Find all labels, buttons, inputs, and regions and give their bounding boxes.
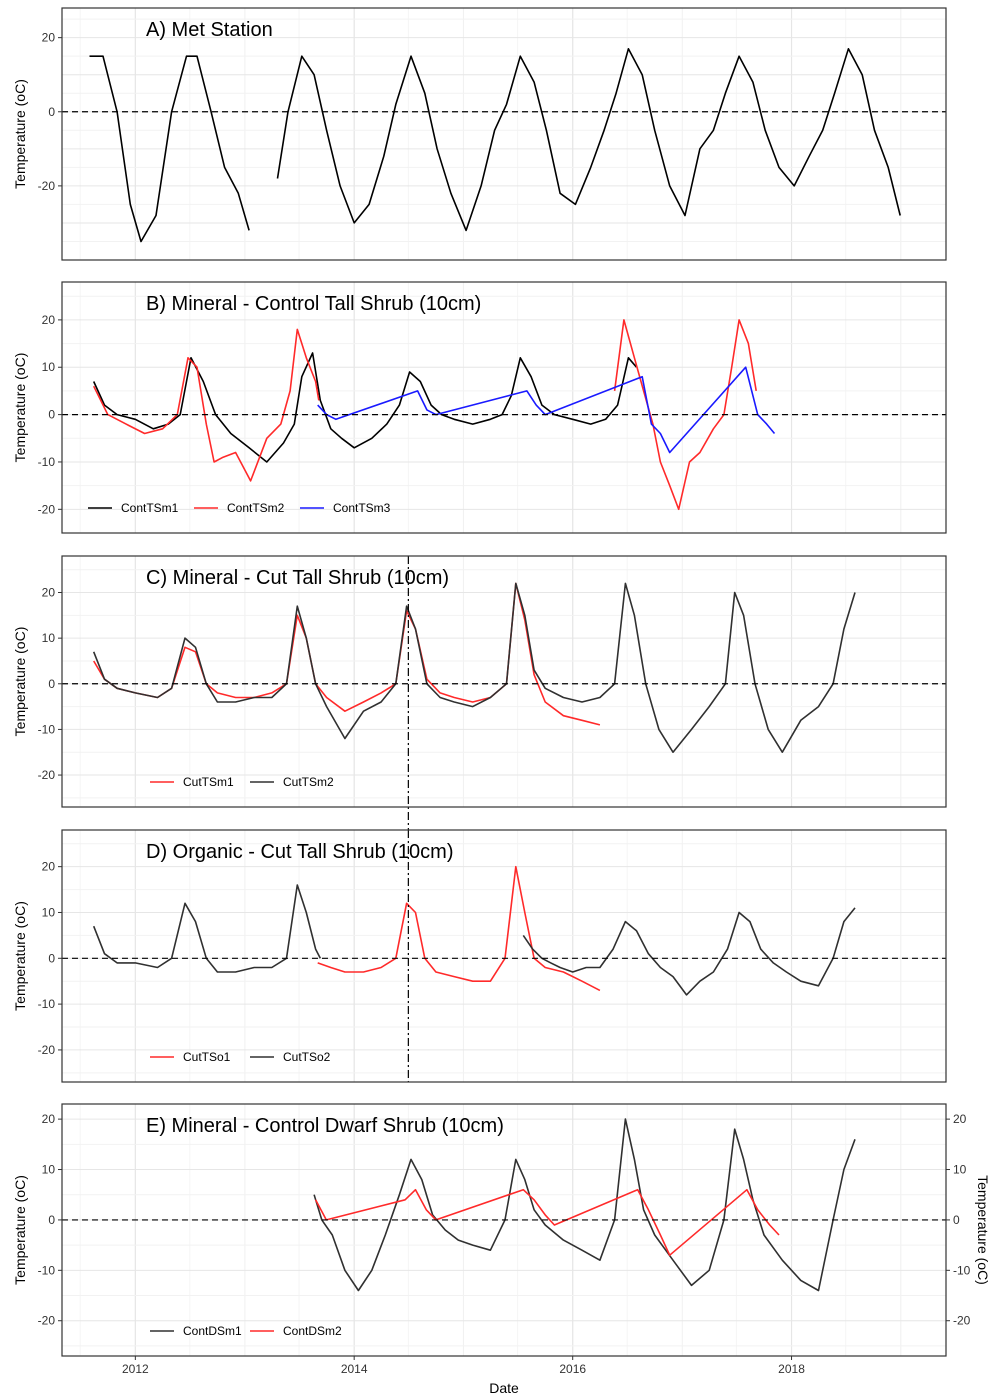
series-line-ContTSm3 — [317, 366, 776, 454]
legend-label: CutTSm1 — [183, 775, 234, 789]
panel-title: D) Organic - Cut Tall Shrub (10cm) — [146, 841, 454, 863]
y-tick-label: 10 — [42, 905, 56, 919]
y-tick-label: -20 — [38, 502, 56, 516]
legend-label: ContTSm1 — [121, 501, 179, 515]
panel-4: 20 20 10 10 0 0 -10 -10 -20 -20 Temperature (oC) Te… — [12, 1103, 989, 1396]
x-tick-label: 2014 — [341, 1362, 368, 1376]
y-axis-title: Temperature (oC) — [12, 353, 28, 463]
y-tick-label-right: -20 — [953, 1314, 971, 1328]
series-line-CutTSm2 — [92, 582, 856, 754]
y-tick-label: -20 — [38, 1043, 56, 1057]
panel-border — [61, 829, 947, 1083]
y-tick-label: 10 — [42, 360, 56, 374]
panel-3: 20 10 0 -10 -20 Temperature (oC) D) Organic - … — [12, 829, 947, 1083]
legend-label: ContTSm3 — [333, 501, 391, 515]
series-line-ContDSm2 — [314, 1188, 780, 1256]
panel-0: 20 0 -20 Temperature (oC) A) Met Station — [12, 7, 947, 261]
x-axis-title: Date — [489, 1380, 519, 1396]
x-tick-label: 2012 — [122, 1362, 149, 1376]
y-tick-label: 20 — [42, 31, 56, 45]
x-tick-label: 2018 — [778, 1362, 805, 1376]
y-tick-label: 0 — [48, 677, 55, 691]
series-line-CutTSo2 — [92, 884, 322, 973]
y-tick-label: -20 — [38, 768, 56, 782]
panel-title: B) Mineral - Control Tall Shrub (10cm) — [146, 293, 481, 315]
y-axis-title: Temperature (oC) — [12, 1175, 28, 1285]
series-line-CutTSo1 — [317, 865, 601, 992]
legend-label: CutTSm2 — [283, 775, 334, 789]
panel-title: C) Mineral - Cut Tall Shrub (10cm) — [146, 567, 449, 589]
y-tick-label: 20 — [42, 1112, 56, 1126]
series-line-CutTSo2 — [522, 907, 856, 996]
legend-label: CutTSo2 — [283, 1050, 331, 1064]
panel-border — [61, 555, 947, 808]
legend-label: ContDSm1 — [183, 1324, 242, 1338]
y-tick-label: 20 — [42, 860, 56, 874]
series-line-CutTSm1 — [93, 582, 601, 726]
y-tick-label: 20 — [42, 586, 56, 600]
y-tick-label: -10 — [38, 455, 56, 469]
y-tick-label-right: -10 — [953, 1263, 971, 1277]
panel-border — [61, 7, 947, 261]
y-tick-label-right: 20 — [953, 1112, 967, 1126]
y-tick-label: -10 — [38, 722, 56, 736]
y-tick-label: 0 — [48, 408, 55, 422]
legend-label: ContDSm2 — [283, 1324, 342, 1338]
legend-label: ContTSm2 — [227, 501, 285, 515]
legend: ContDSm1 ContDSm2 — [150, 1324, 342, 1338]
legend: CutTSo1 CutTSo2 — [150, 1050, 331, 1064]
y-tick-label: 0 — [48, 1213, 55, 1227]
y-tick-label: -10 — [38, 1263, 56, 1277]
series-line-ContTSm1 — [92, 352, 638, 463]
series-line-ContTSm2 — [613, 319, 757, 511]
series-line-temperature — [276, 47, 901, 232]
y-axis-title: Temperature (oC) — [12, 901, 28, 1011]
x-tick-label: 2016 — [559, 1362, 586, 1376]
y-tick-label: -20 — [38, 179, 56, 193]
panel-title: E) Mineral - Control Dwarf Shrub (10cm) — [146, 1115, 504, 1137]
y-tick-label-right: 0 — [953, 1213, 960, 1227]
panel-title: A) Met Station — [146, 19, 273, 41]
y-axis-title-right: Temperature (oC) — [975, 1175, 989, 1285]
y-tick-label: 10 — [42, 1163, 56, 1177]
panel-1: 20 10 0 -10 -20 Temperature (oC) B) Mineral - … — [12, 281, 947, 534]
legend: CutTSm1 CutTSm2 — [150, 775, 334, 789]
y-tick-label: -20 — [38, 1314, 56, 1328]
y-tick-label: 0 — [48, 951, 55, 965]
legend: ContTSm1 ContTSm2 ContTSm3 — [88, 501, 391, 515]
y-tick-label-right: 10 — [953, 1163, 967, 1177]
y-tick-label: 0 — [48, 105, 55, 119]
legend-label: CutTSo1 — [183, 1050, 231, 1064]
series-line-ContTSm2 — [92, 328, 320, 482]
panel-border — [61, 1103, 947, 1357]
y-tick-label: 20 — [42, 313, 56, 327]
panel-border — [61, 281, 947, 534]
y-tick-label: -10 — [38, 997, 56, 1011]
y-axis-title: Temperature (oC) — [12, 627, 28, 737]
y-axis-title: Temperature (oC) — [12, 79, 28, 189]
y-tick-label: 10 — [42, 631, 56, 645]
panel-2: 20 10 0 -10 -20 Temperature (oC) C) Mineral - … — [12, 555, 947, 830]
